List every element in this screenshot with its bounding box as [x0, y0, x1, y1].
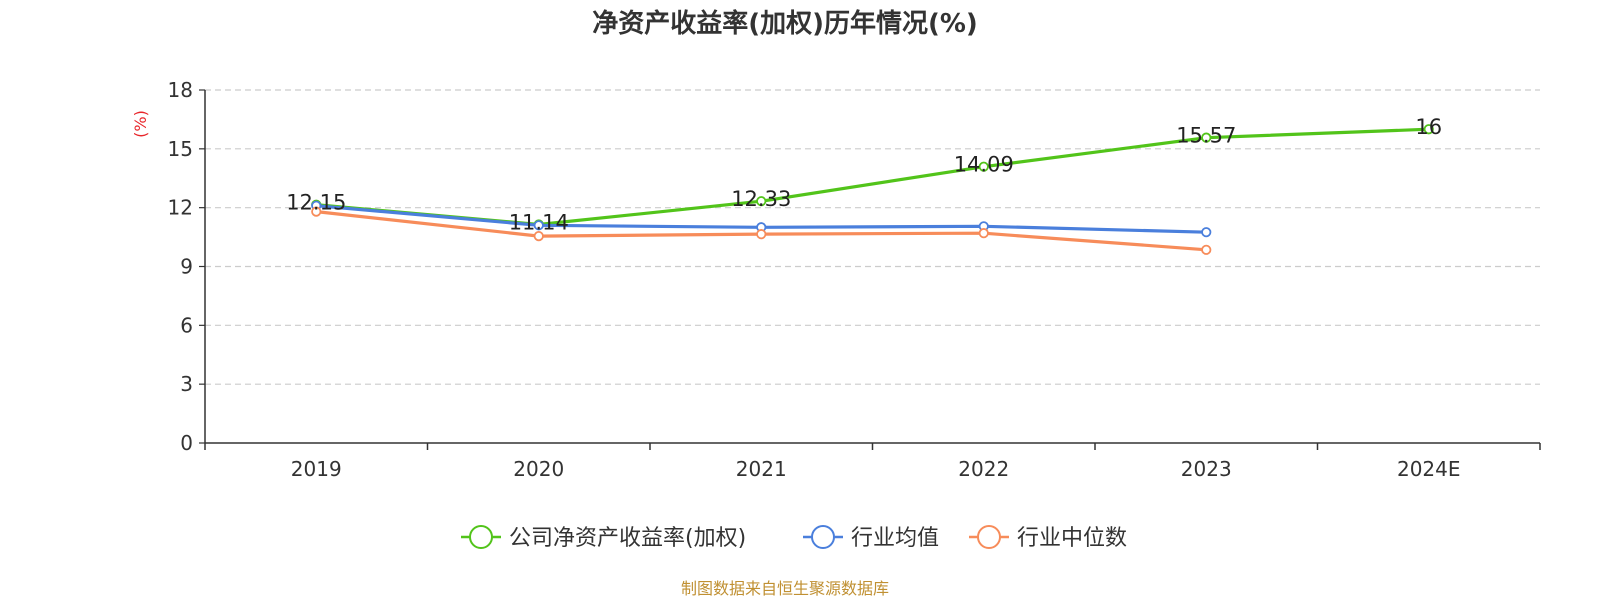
data-point: [311, 206, 322, 217]
legend-label: 行业中位数: [1017, 526, 1127, 551]
x-tick-label: 2020: [513, 457, 564, 481]
y-tick-label: 0: [180, 431, 193, 455]
source-note: 制图数据来自恒生聚源数据库: [681, 579, 889, 598]
x-tick-label: 2023: [1181, 457, 1232, 481]
axes: 0 3 6 9 12 15 18 2019 2020 2021 2022 2023 2024E: [168, 78, 1541, 481]
data-label: 16: [1415, 115, 1442, 139]
data-point: [1423, 124, 1434, 135]
legend-marker-icon: [469, 525, 493, 549]
legend-label: 行业均值: [851, 526, 939, 551]
data-point: [1201, 132, 1212, 143]
data-point: [978, 228, 989, 239]
data-point: [1201, 227, 1212, 238]
data-point: [533, 231, 544, 242]
y-tick-label: 18: [168, 78, 193, 102]
data-label: 11.14: [509, 211, 569, 235]
data-point: [756, 229, 767, 240]
y-tick-label: 6: [180, 313, 193, 337]
y-tick-label: 3: [180, 372, 193, 396]
series-line: [316, 127, 1429, 227]
gridlines: [205, 89, 1540, 385]
x-tick-label: 2022: [958, 457, 1009, 481]
legend-marker-icon: [977, 525, 1001, 549]
data-point: [756, 196, 767, 207]
x-tick-label: 2024E: [1397, 457, 1461, 481]
y-tick-label: 9: [180, 255, 193, 279]
data-label: 14.09: [954, 153, 1014, 177]
data-labels: 12.15 11.14 12.33 14.09 15.57 16: [286, 115, 1442, 234]
series-group: [311, 124, 1434, 255]
data-label: 15.57: [1176, 124, 1236, 148]
y-tick-label: 15: [168, 137, 193, 161]
data-point: [1201, 244, 1212, 255]
legend-marker-icon: [811, 525, 835, 549]
data-label: 12.15: [286, 191, 346, 215]
data-point: [533, 220, 544, 231]
x-tick-label: 2021: [736, 457, 787, 481]
data-label: 12.33: [731, 187, 791, 211]
legend-label: 公司净资产收益率(加权): [509, 526, 746, 551]
chart-title: 净资产收益率(加权)历年情况(%): [592, 8, 978, 39]
y-axis-label: (%): [131, 110, 150, 138]
x-tick-label: 2019: [291, 457, 342, 481]
data-point: [978, 161, 989, 172]
y-tick-label: 12: [168, 196, 193, 220]
legend: 公司净资产收益率(加权) 行业均值 行业中位数: [461, 525, 1127, 551]
